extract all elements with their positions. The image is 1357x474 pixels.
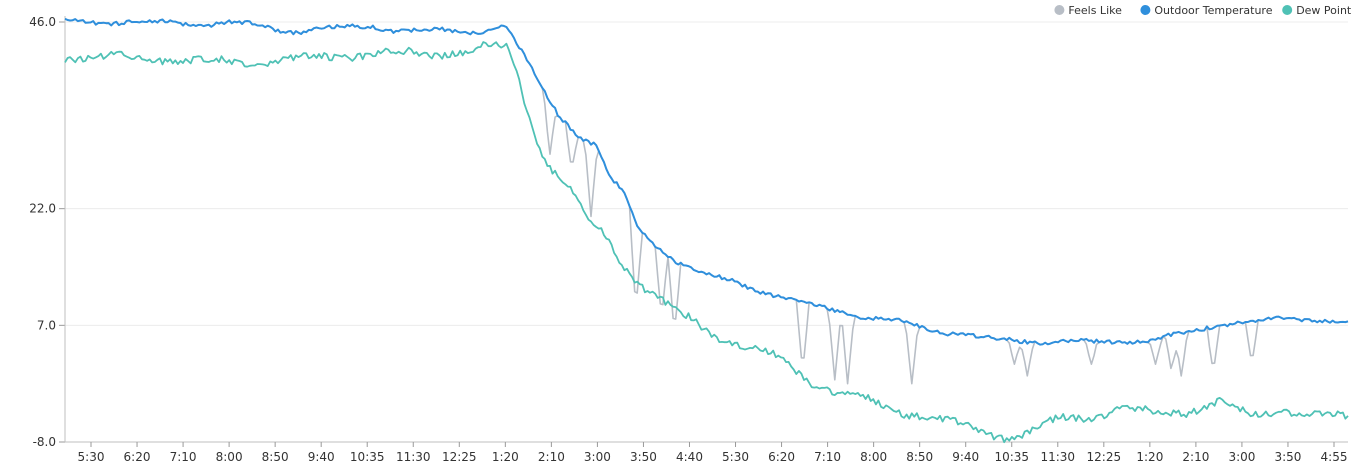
- legend[interactable]: Feels Like Outdoor Temperature Dew Point: [1054, 4, 1352, 17]
- x-tick-label: 12:25: [442, 450, 477, 464]
- legend-marker-icon: [1140, 5, 1151, 15]
- x-tick-label: 8:00: [216, 450, 243, 464]
- x-tick-label: 4:40: [676, 450, 703, 464]
- x-tick-label: 3:00: [1228, 450, 1255, 464]
- x-tick-label: 9:40: [308, 450, 335, 464]
- x-tick-label: 4:55: [1321, 450, 1348, 464]
- x-tick-label: 3:00: [584, 450, 611, 464]
- x-tick-label: 9:40: [952, 450, 979, 464]
- legend-item[interactable]: Outdoor Temperature: [1140, 4, 1273, 17]
- x-tick-label: 6:20: [124, 450, 151, 464]
- legend-marker-icon: [1282, 5, 1293, 15]
- series-line-outdoor-temperature[interactable]: [64, 17, 1349, 346]
- x-tick-label: 1:20: [1136, 450, 1163, 464]
- y-tick-label: -8.0: [33, 435, 56, 449]
- y-tick-label: 22.0: [29, 202, 56, 216]
- x-tick-label: 8:00: [860, 450, 887, 464]
- series-line-dew-point[interactable]: [64, 41, 1349, 444]
- legend-item[interactable]: Feels Like: [1054, 4, 1122, 17]
- y-axis: 46.0 22.0 7.0 -8.0: [29, 15, 66, 449]
- x-tick-label: 5:30: [722, 450, 749, 464]
- legend-label: Dew Point: [1296, 4, 1352, 17]
- legend-item[interactable]: Dew Point: [1282, 4, 1352, 17]
- x-tick-label: 2:10: [1182, 450, 1209, 464]
- x-tick-label: 8:50: [262, 450, 289, 464]
- x-tick-label: 12:25: [1087, 450, 1122, 464]
- x-tick-label: 7:10: [814, 450, 841, 464]
- x-tick-label: 2:10: [538, 450, 565, 464]
- x-tick-label: 11:30: [396, 450, 431, 464]
- y-tick-label: 46.0: [29, 15, 56, 29]
- x-tick-label: 3:50: [1274, 450, 1301, 464]
- legend-label: Outdoor Temperature: [1154, 4, 1272, 17]
- x-tick-label: 7:10: [170, 450, 197, 464]
- x-tick-label: 3:50: [630, 450, 657, 464]
- x-axis: 5:30 6:20 7:10 8:00 8:50 9:40 10:35 11:30 12:25 1…: [78, 442, 1348, 464]
- x-tick-label: 10:35: [350, 450, 385, 464]
- x-tick-label: 6:20: [768, 450, 795, 464]
- y-tick-label: 7.0: [37, 318, 56, 332]
- grid-lines: [65, 18, 1348, 443]
- series-layer: [64, 17, 1349, 444]
- legend-label: Feels Like: [1068, 4, 1122, 17]
- plot-area: [65, 18, 1348, 442]
- x-tick-label: 11:30: [1040, 450, 1075, 464]
- x-tick-label: 1:20: [492, 450, 519, 464]
- legend-marker-icon: [1054, 5, 1065, 15]
- x-tick-label: 8:50: [906, 450, 933, 464]
- x-tick-label: 5:30: [78, 450, 105, 464]
- x-tick-label: 10:35: [994, 450, 1029, 464]
